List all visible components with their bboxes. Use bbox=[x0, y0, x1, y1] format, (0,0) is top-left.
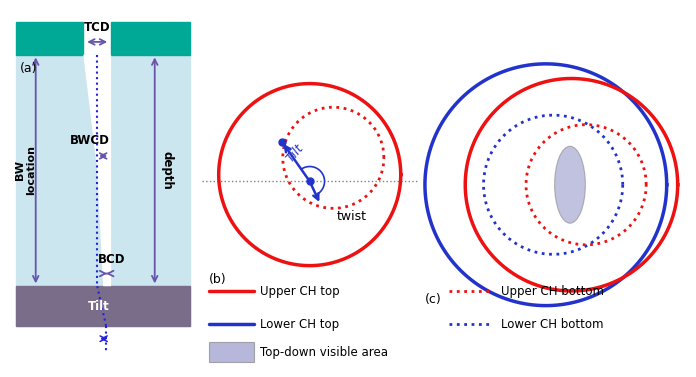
Text: Tilt: Tilt bbox=[284, 141, 306, 165]
Text: Lower CH top: Lower CH top bbox=[260, 318, 339, 331]
Polygon shape bbox=[84, 55, 111, 286]
Bar bbox=[16, 286, 191, 326]
Text: TCD: TCD bbox=[84, 21, 111, 34]
Bar bbox=[111, 22, 191, 55]
Text: Top-down visible area: Top-down visible area bbox=[260, 346, 388, 359]
Ellipse shape bbox=[555, 146, 585, 223]
Text: Upper CH top: Upper CH top bbox=[260, 285, 340, 297]
Text: BW
location: BW location bbox=[15, 146, 37, 195]
Text: Upper CH bottom: Upper CH bottom bbox=[501, 285, 604, 297]
Text: BWCD: BWCD bbox=[70, 134, 110, 147]
Text: Tilt: Tilt bbox=[88, 300, 110, 313]
Text: (c): (c) bbox=[425, 293, 442, 306]
Text: Lower CH bottom: Lower CH bottom bbox=[501, 318, 603, 331]
Text: depth: depth bbox=[160, 151, 173, 190]
Text: (a): (a) bbox=[19, 62, 38, 75]
Text: twist: twist bbox=[337, 210, 367, 223]
Bar bbox=[209, 342, 254, 362]
Bar bbox=[16, 22, 84, 55]
Text: BCD: BCD bbox=[98, 253, 126, 266]
Bar bbox=[16, 55, 191, 326]
Text: (b): (b) bbox=[209, 273, 226, 286]
